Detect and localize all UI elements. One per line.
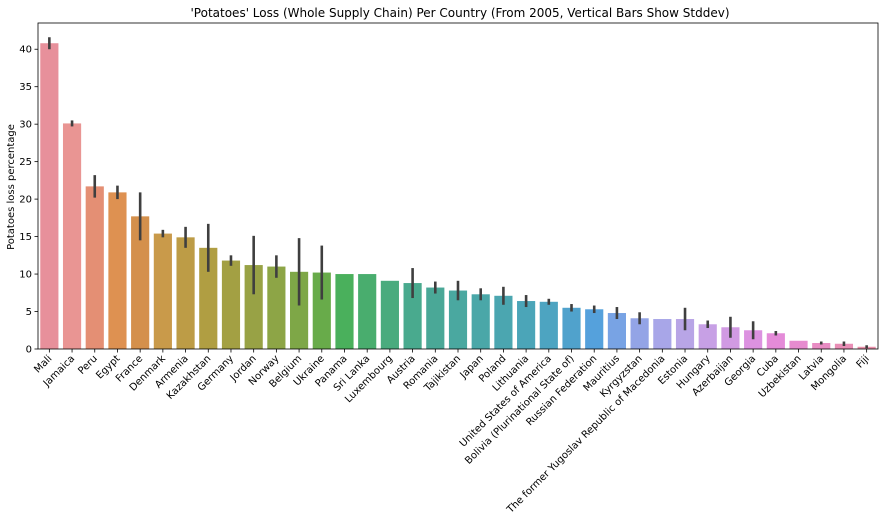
- bar: [290, 271, 309, 349]
- y-tick-label: 35: [19, 82, 32, 93]
- bar: [312, 272, 331, 349]
- bar: [517, 301, 536, 349]
- bar: [721, 327, 740, 349]
- y-tick-label: 5: [26, 307, 32, 318]
- y-tick-label: 10: [19, 270, 32, 281]
- bar: [380, 280, 399, 349]
- bar: [539, 301, 558, 349]
- bar: [471, 294, 490, 349]
- y-tick-label: 15: [19, 232, 32, 243]
- bar: [607, 313, 626, 349]
- bar: [62, 123, 82, 349]
- bar: [199, 247, 218, 349]
- bar: [448, 290, 468, 349]
- bar: [358, 274, 377, 349]
- y-axis: 0 5 10 15 20 25 30 35 40: [19, 45, 38, 356]
- bar: [108, 192, 127, 349]
- bar: [221, 260, 241, 349]
- y-tick-label: 40: [19, 45, 32, 56]
- error-bars-group: [48, 37, 868, 349]
- bar: [562, 307, 581, 349]
- bar: [789, 340, 808, 349]
- bar: [834, 343, 854, 349]
- bar: [630, 318, 649, 349]
- bar: [675, 319, 695, 349]
- y-tick-label: 0: [26, 345, 32, 356]
- bar: [131, 216, 150, 349]
- bar: [653, 319, 672, 349]
- bar: [85, 186, 104, 349]
- bar: [176, 237, 195, 349]
- bar: [244, 265, 263, 349]
- x-tick-label: Fiji: [855, 353, 872, 370]
- bar: [267, 266, 286, 349]
- bar: [426, 287, 445, 349]
- bar: [766, 333, 785, 349]
- bar: [40, 43, 59, 349]
- bar: [494, 295, 513, 349]
- plot-frame: [37, 22, 879, 350]
- bars-group: [40, 43, 876, 349]
- bar: [335, 274, 354, 349]
- y-axis-label: Potatoes loss percentage: [6, 124, 17, 250]
- y-tick-label: 20: [19, 195, 32, 206]
- bar: [403, 283, 422, 349]
- bar: [698, 324, 717, 349]
- chart-title: 'Potatoes' Loss (Whole Supply Chain) Per…: [191, 6, 730, 20]
- bar: [153, 233, 172, 349]
- y-tick-label: 25: [19, 157, 32, 168]
- bar: [812, 343, 831, 349]
- bar: [585, 309, 604, 349]
- y-tick-label: 30: [19, 120, 32, 131]
- bar: [744, 330, 763, 349]
